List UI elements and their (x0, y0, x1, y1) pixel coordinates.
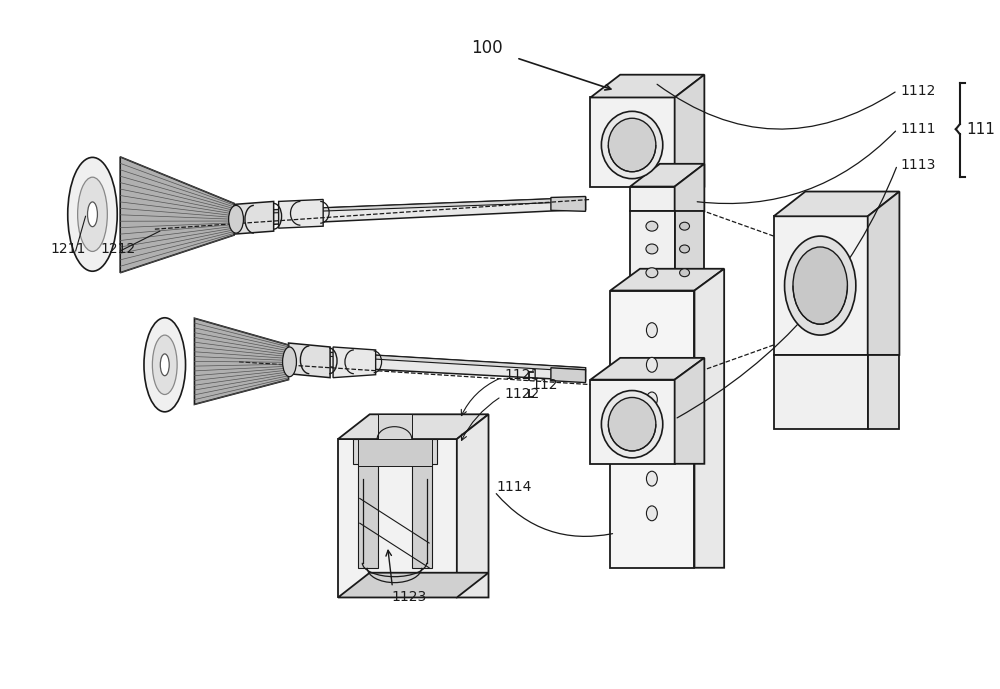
Polygon shape (590, 380, 675, 464)
Polygon shape (338, 573, 489, 597)
Polygon shape (551, 196, 586, 212)
Polygon shape (590, 74, 704, 97)
Polygon shape (694, 269, 724, 568)
Polygon shape (774, 216, 868, 355)
Ellipse shape (646, 431, 657, 446)
Ellipse shape (608, 119, 656, 172)
Polygon shape (590, 97, 675, 187)
Text: 1112: 1112 (900, 83, 936, 98)
Ellipse shape (88, 202, 97, 227)
Ellipse shape (160, 354, 169, 376)
Ellipse shape (152, 335, 177, 395)
Ellipse shape (646, 268, 658, 278)
Polygon shape (412, 464, 432, 568)
Polygon shape (774, 192, 899, 216)
Text: 112: 112 (531, 378, 558, 391)
Polygon shape (610, 269, 724, 291)
Ellipse shape (78, 177, 107, 251)
Polygon shape (630, 187, 675, 212)
Ellipse shape (793, 247, 847, 325)
Polygon shape (610, 291, 694, 568)
Polygon shape (774, 355, 868, 429)
Text: 1113: 1113 (900, 158, 936, 172)
Ellipse shape (601, 391, 663, 458)
Polygon shape (234, 198, 586, 226)
Ellipse shape (646, 506, 657, 521)
Polygon shape (279, 199, 323, 228)
Ellipse shape (646, 244, 658, 254)
Polygon shape (630, 164, 704, 187)
Polygon shape (868, 192, 899, 355)
Polygon shape (358, 439, 432, 466)
Text: 1111: 1111 (900, 122, 936, 136)
Ellipse shape (601, 112, 663, 178)
Polygon shape (338, 439, 457, 597)
Polygon shape (675, 212, 704, 291)
Ellipse shape (144, 318, 186, 412)
Polygon shape (868, 355, 899, 429)
Ellipse shape (646, 358, 657, 372)
Ellipse shape (283, 347, 296, 377)
Text: 100: 100 (471, 39, 502, 57)
Text: 1122: 1122 (504, 387, 540, 402)
Polygon shape (630, 212, 675, 291)
Polygon shape (675, 358, 704, 464)
Polygon shape (551, 368, 586, 382)
Polygon shape (358, 464, 378, 568)
Ellipse shape (680, 269, 690, 277)
Ellipse shape (646, 471, 657, 486)
Polygon shape (289, 350, 586, 372)
Polygon shape (234, 201, 274, 234)
Polygon shape (120, 157, 234, 273)
Polygon shape (338, 414, 489, 439)
Polygon shape (378, 414, 412, 439)
Ellipse shape (646, 221, 658, 231)
Ellipse shape (608, 398, 656, 451)
Text: 111: 111 (967, 122, 996, 136)
Text: 1123: 1123 (392, 590, 427, 604)
Polygon shape (675, 164, 704, 212)
Text: 1114: 1114 (496, 480, 532, 493)
Polygon shape (333, 347, 376, 378)
Ellipse shape (229, 205, 243, 233)
Polygon shape (289, 343, 330, 378)
Polygon shape (289, 350, 586, 380)
Ellipse shape (646, 392, 657, 407)
Polygon shape (194, 318, 289, 404)
Ellipse shape (646, 322, 657, 338)
Ellipse shape (680, 223, 690, 230)
Polygon shape (590, 358, 704, 380)
Text: 1212: 1212 (100, 242, 136, 256)
Text: 1121: 1121 (504, 368, 540, 382)
Polygon shape (234, 198, 586, 214)
Polygon shape (675, 74, 704, 187)
Ellipse shape (785, 236, 856, 335)
Text: 1211: 1211 (51, 242, 86, 256)
Ellipse shape (68, 157, 117, 271)
Polygon shape (457, 414, 489, 597)
Polygon shape (353, 439, 437, 464)
Ellipse shape (680, 245, 690, 253)
